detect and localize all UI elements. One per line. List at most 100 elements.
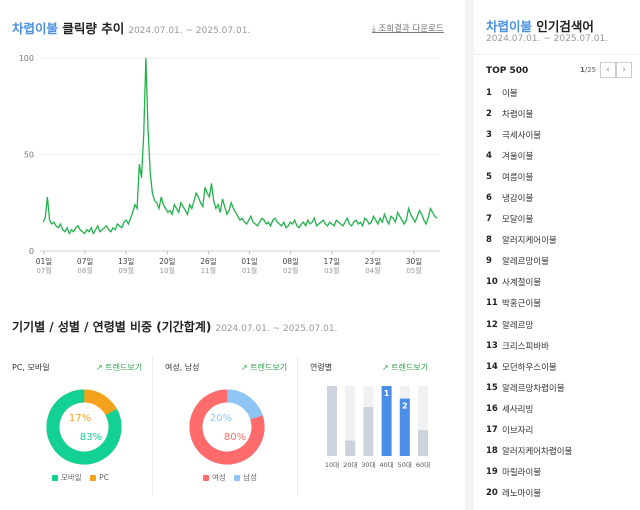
prev-page-button[interactable]: ‹ [600, 62, 616, 78]
x-tick-month-label: 01월 [242, 266, 257, 275]
keyword-rank: 11 [486, 298, 498, 309]
keyword-name: 알레르망이불 [502, 257, 549, 268]
age-bar [399, 398, 410, 456]
x-tick-month-label: 10월 [160, 266, 175, 275]
keyword-name: 이브자리 [502, 426, 534, 437]
page-indicator: 1/25 [580, 66, 597, 74]
keyword-name: 극세사이불 [502, 130, 542, 141]
x-tick-day-label: 13일 [118, 257, 135, 266]
keyword-rank: 8 [486, 235, 492, 246]
x-tick-day-label: 08일 [282, 257, 299, 266]
trend-chart-icon: ↗ [241, 363, 248, 372]
keyword-item[interactable]: 6 냉감이불 [486, 187, 572, 208]
donut-minor-label: 17% [69, 413, 91, 424]
trend-date-range: 2024.07.01. ~ 2025.07.01. [128, 26, 251, 36]
donut-minor-label: 20% [210, 413, 232, 424]
keyword-item[interactable]: 18 알러지케어차렵이불 [486, 441, 572, 462]
keyword-name: 이불 [502, 88, 518, 99]
keyword-rank: 9 [486, 256, 492, 267]
divider [474, 54, 640, 55]
age-bar [418, 430, 428, 456]
age-group-label: 10대 [325, 461, 339, 469]
keyword-rank: 20 [486, 488, 498, 499]
keyword-name: 알러지케어이불 [502, 236, 557, 247]
keyword-item[interactable]: 13 크리스피바바 [486, 335, 572, 356]
keyword-rank: 7 [486, 214, 492, 225]
x-tick-month-label: 03월 [324, 266, 339, 275]
chevron-right-icon: › [622, 65, 626, 75]
keyword-rank: 18 [486, 446, 498, 457]
x-tick-month-label: 09월 [119, 266, 134, 275]
female-legend-swatch [203, 475, 209, 481]
keyword-rank: 10 [486, 277, 498, 288]
x-tick-day-label: 17일 [324, 257, 341, 266]
x-tick-month-label: 11월 [201, 266, 216, 275]
gender-legend: 여성 남성 [203, 472, 257, 483]
keyword-name: 알레르망 [502, 320, 534, 331]
gender-trend-link[interactable]: ↗ 트렌드보기 [241, 363, 288, 372]
keyword-rank: 12 [486, 319, 498, 330]
mobile-legend-swatch [52, 475, 58, 481]
device-trend-link[interactable]: ↗ 트렌드보기 [96, 363, 143, 372]
keyword-rank: 16 [486, 403, 498, 414]
popular-keywords-panel: 차렵이불 인기검색어 2024.07.01. ~ 2025.07.01. TOP… [474, 0, 640, 510]
keyword-item[interactable]: 10 사계절이불 [486, 272, 572, 293]
keyword-item[interactable]: 3 극세사이불 [486, 124, 572, 145]
y-tick-label: 0 [29, 247, 34, 256]
trend-chart-icon: ↗ [96, 363, 103, 372]
click-trend-line [42, 57, 438, 236]
keyword-name: 냉감이불 [502, 194, 534, 205]
keyword-name: 크리스피바바 [502, 341, 549, 352]
next-page-button[interactable]: › [616, 62, 632, 78]
x-tick-month-label: 07월 [36, 266, 51, 275]
x-tick-month-label: 05월 [406, 266, 421, 275]
x-tick-day-label: 30일 [406, 257, 423, 266]
download-button[interactable]: ⤓ 조회결과 다운로드 [372, 24, 444, 34]
keyword-name: 알레르망차렵이불 [502, 383, 565, 394]
x-tick-month-label: 08월 [77, 266, 92, 275]
trend-chart-icon: ↗ [382, 363, 389, 372]
age-bar [363, 407, 374, 456]
keyword-item[interactable]: 11 박홍근이불 [486, 293, 572, 314]
keyword-item[interactable]: 16 세사리빙 [486, 398, 572, 419]
age-rank-label: 1 [384, 389, 390, 398]
gender-title: 여성, 남성 [165, 363, 200, 372]
keyword-item[interactable]: 9 알레르망이불 [486, 251, 572, 272]
keyword-item[interactable]: 7 모달이불 [486, 209, 572, 230]
keyword-item[interactable]: 2 차렵이불 [486, 103, 572, 124]
device-card: PC, 모바일 ↗ 트렌드보기 83% 17% 모바일 PC [0, 356, 153, 496]
breakdown-title: 기기별 / 성별 / 연령별 비중 (기간합계) 2024.07.01. ~ 20… [12, 320, 338, 334]
keyword-name: 세사리빙 [502, 404, 534, 415]
donut-major-segment [46, 389, 122, 465]
male-legend-swatch [234, 475, 241, 481]
donut-major-label: 80% [224, 432, 246, 443]
keyword-name: 겨울이불 [502, 151, 534, 162]
keyword-name: 모던하우스이불 [502, 362, 557, 373]
keyword-item[interactable]: 15 알레르망차렵이불 [486, 377, 572, 398]
device-title: PC, 모바일 [12, 363, 50, 372]
device-legend: 모바일 PC [52, 472, 109, 483]
breakdown-date-range: 2024.07.01. ~ 2025.07.01. [215, 324, 338, 334]
x-tick-day-label: 01일 [36, 257, 53, 266]
keyword-name: 레노마이불 [502, 489, 542, 500]
keyword-item[interactable]: 17 이브자리 [486, 420, 572, 441]
age-bar [345, 440, 356, 456]
age-title: 연령별 [310, 363, 333, 372]
keyword-item[interactable]: 5 여름이불 [486, 166, 572, 187]
age-trend-link[interactable]: ↗ 트렌드보기 [382, 363, 429, 372]
keyword-name: 마릴라이불 [502, 468, 542, 479]
popular-keyword-list: 1 이불 2 차렵이불 3 극세사이불 4 겨울이불 5 여름이불 6 냉감이불 7 모달이불 8 알러지케어… [486, 82, 572, 504]
keyword-item[interactable]: 14 모던하우스이불 [486, 356, 572, 377]
donut-major-label: 83% [80, 432, 102, 443]
keyword-item[interactable]: 19 마릴라이불 [486, 462, 572, 483]
keyword-item[interactable]: 1 이불 [486, 82, 572, 103]
top-label: TOP 500 [486, 66, 529, 76]
device-donut-chart: 83% 17% [46, 389, 122, 465]
keyword-rank: 15 [486, 382, 498, 393]
keyword-rank: 13 [486, 340, 498, 351]
age-bar [381, 386, 392, 456]
keyword-item[interactable]: 12 알레르망 [486, 314, 572, 335]
keyword-item[interactable]: 4 겨울이불 [486, 145, 572, 166]
keyword-item[interactable]: 20 레노마이불 [486, 483, 572, 504]
keyword-item[interactable]: 8 알러지케어이불 [486, 230, 572, 251]
